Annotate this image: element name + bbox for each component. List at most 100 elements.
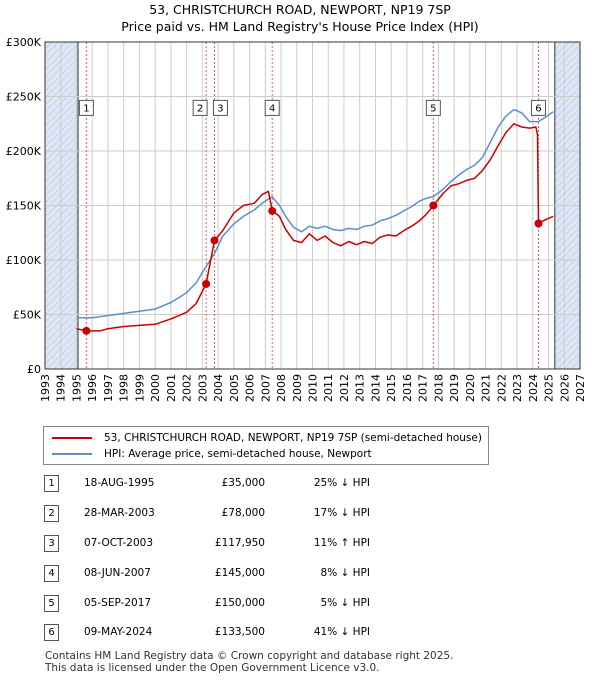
hatch-line	[554, 254, 581, 281]
hatch-line	[554, 240, 581, 267]
sale-number: 1	[44, 475, 59, 492]
x-tick-label: 2020	[464, 374, 477, 402]
x-tick-label: 2011	[322, 374, 335, 402]
hatch-line	[44, 113, 79, 148]
hatch-line	[554, 163, 581, 190]
hatch-line	[554, 41, 563, 50]
hatch-line	[44, 120, 79, 155]
hpi-line	[76, 108, 554, 319]
sale-label-box	[78, 99, 94, 116]
hatch-line	[554, 135, 581, 162]
hatch-line	[44, 162, 79, 197]
price-chart: 1 2 3 4 5 6 £0 £50K £100K £150K £200K £250K £300K 199…	[6, 36, 587, 402]
x-tick-label: 2005	[228, 374, 241, 402]
x-tick-label: 2024	[527, 374, 540, 402]
hatch-line	[554, 261, 581, 288]
hatch-line	[44, 218, 79, 253]
hatch-line	[554, 86, 581, 113]
hatch-line	[554, 121, 581, 148]
sale-hpi-diff: 11% ↑ HPI	[313, 537, 370, 549]
x-tick-label: 2008	[275, 374, 288, 402]
x-tick-label: 2010	[307, 374, 320, 402]
sale-label-text: 1	[83, 103, 89, 114]
sale-number: 4	[44, 565, 59, 582]
hatch-line	[554, 233, 581, 260]
x-tick-label: 2018	[432, 374, 445, 402]
sale-label-box	[425, 99, 441, 116]
hatch-line	[44, 169, 79, 204]
x-tick-label: 2012	[338, 374, 351, 402]
sale-price: £117,950	[214, 537, 265, 549]
hatch-line	[554, 275, 581, 302]
hatch-line	[554, 41, 577, 64]
hatch-line	[554, 205, 581, 232]
hatch-line	[44, 41, 53, 50]
hatch-line	[554, 303, 581, 330]
y-tick-label: £300K	[6, 36, 42, 49]
sale-price: £133,500	[214, 626, 265, 638]
hatch-line	[44, 148, 79, 183]
hatch-line	[554, 331, 581, 358]
footer-copyright: Contains HM Land Registry data © Crown c…	[45, 650, 454, 662]
hatch-line	[44, 295, 79, 330]
x-tick-label: 1999	[133, 374, 146, 402]
hatch-line	[554, 51, 581, 78]
hatch-line	[44, 106, 79, 141]
y-tick-label: £0	[27, 363, 41, 376]
hatch-line	[44, 190, 79, 225]
sale-label-text: 2	[197, 103, 203, 114]
hatch-line	[554, 107, 581, 134]
hatch-line	[44, 239, 79, 274]
hatch-line	[44, 155, 79, 190]
hatch-line	[46, 337, 79, 370]
sale-number: 6	[44, 624, 59, 641]
hatch-line	[44, 281, 79, 316]
sale-price: £145,000	[214, 567, 265, 579]
x-tick-label: 2019	[448, 374, 461, 402]
hatch-line	[44, 64, 79, 99]
footer-licence: This data is licensed under the Open Gov…	[45, 662, 380, 674]
y-tick-label: £100K	[6, 254, 42, 267]
sale-date: 08-JUN-2007	[84, 567, 151, 579]
sale-point	[429, 201, 438, 210]
hatch-line	[44, 99, 79, 134]
x-tick-label: 2007	[259, 374, 272, 402]
hatch-line	[53, 344, 79, 370]
sale-point	[534, 219, 543, 228]
hatch-line	[554, 310, 581, 337]
hatch-line	[44, 316, 79, 351]
x-tick-label: 1993	[39, 374, 52, 402]
sale-hpi-diff: 25% ↓ HPI	[313, 477, 370, 489]
hatch-line	[44, 127, 79, 162]
sale-date: 05-SEP-2017	[84, 597, 152, 609]
x-tick-label: 2006	[244, 374, 257, 402]
hatch-line	[44, 183, 79, 218]
hatch-line	[556, 345, 581, 370]
x-tick-label: 2027	[574, 374, 587, 402]
title-subtitle: Price paid vs. HM Land Registry's House …	[121, 19, 479, 34]
x-tick-label: 2013	[354, 374, 367, 402]
y-tick-label: £200K	[6, 145, 42, 158]
hatch-line	[554, 282, 581, 309]
hatch-line	[44, 41, 67, 64]
y-tick-label: £150K	[6, 200, 42, 213]
hatch-line	[44, 57, 79, 92]
x-tick-label: 2026	[558, 374, 571, 402]
sale-point	[202, 279, 211, 288]
hatch-line	[44, 253, 79, 288]
x-tick-label: 2016	[401, 374, 414, 402]
y-tick-label: £50K	[13, 309, 42, 322]
property-price-line	[76, 123, 554, 332]
hatch-line	[554, 177, 581, 204]
sale-price: £78,000	[221, 507, 265, 519]
hatch-line	[554, 317, 581, 344]
hatch-line	[554, 44, 581, 71]
hatch-line	[44, 274, 79, 309]
hatch-line	[44, 41, 60, 57]
hatch-line	[44, 323, 79, 358]
sale-label-box	[192, 99, 208, 116]
legend-label-hpi: HPI: Average price, semi-detached house,…	[104, 448, 372, 460]
hatch-line	[554, 226, 581, 253]
x-tick-label: 2023	[511, 374, 524, 402]
hatch-line	[570, 359, 581, 370]
